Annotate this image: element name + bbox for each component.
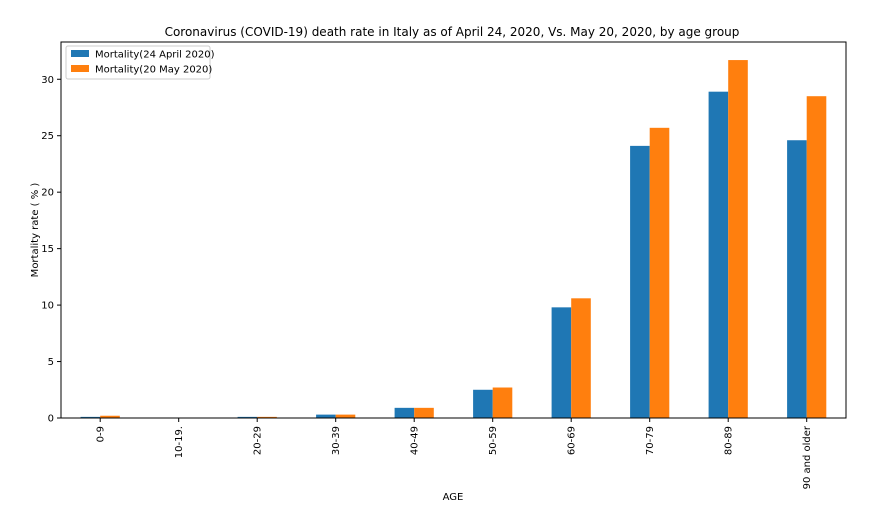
- legend-box: [65, 45, 211, 80]
- x-tick-label-9: 90 and older: [802, 425, 813, 489]
- y-tick-label-1: 5: [48, 357, 54, 368]
- bar-may-5: [492, 387, 513, 418]
- y-axis-label: Mortality rate ( % ): [30, 183, 41, 278]
- bar-april-0: [80, 416, 101, 418]
- bar-may-9: [806, 96, 827, 419]
- y-tick-label-0: 0: [48, 414, 54, 425]
- legend-label-1: Mortality(24 April 2020): [95, 50, 215, 61]
- x-tick-label-5: 50-59: [488, 426, 499, 455]
- y-tick-label-4: 20: [41, 188, 54, 199]
- legend: Mortality(24 April 2020) Mortality(20 Ma…: [65, 45, 215, 80]
- bar-may-4: [414, 407, 434, 418]
- bar-may-6: [571, 298, 591, 418]
- bar-april-7: [630, 145, 650, 418]
- legend-label-2: Mortality(20 May 2020): [95, 65, 212, 76]
- bar-april-6: [551, 307, 572, 418]
- x-tick-label-6: 60-69: [567, 426, 578, 455]
- y-tick-label-5: 25: [41, 131, 54, 142]
- bar-april-4: [394, 407, 415, 418]
- x-tick-label-2: 20-29: [253, 426, 264, 455]
- x-tick-label-0: 0-9: [96, 426, 107, 442]
- legend-swatch-1: [71, 50, 89, 57]
- x-tick-label-3: 30-39: [331, 426, 342, 455]
- y-tick-label-2: 10: [41, 301, 54, 312]
- bar-may-0: [100, 415, 120, 418]
- bar-april-9: [787, 140, 807, 418]
- x-tick-label-7: 70-79: [645, 426, 656, 455]
- plot-frame: [60, 41, 847, 419]
- y-tick-label-6: 30: [41, 75, 54, 86]
- bar-april-5: [473, 389, 493, 418]
- chart-title: Coronavirus (COVID-19) death rate in Ita…: [165, 25, 740, 39]
- x-tick-label-1: 10-19.: [174, 426, 185, 458]
- bar-may-3: [335, 414, 356, 418]
- bar-may-2: [257, 416, 277, 418]
- bar-may-8: [728, 60, 748, 418]
- bar-april-2: [237, 416, 258, 418]
- bar-april-3: [316, 414, 336, 418]
- x-axis-label: AGE: [443, 492, 464, 503]
- x-tick-label-8: 80-89: [724, 426, 735, 455]
- legend-swatch-2: [71, 65, 89, 72]
- x-tick-label-4: 40-49: [410, 426, 421, 455]
- bar-april-8: [708, 91, 729, 419]
- bar-may-7: [649, 127, 670, 418]
- y-tick-label-3: 15: [41, 244, 54, 255]
